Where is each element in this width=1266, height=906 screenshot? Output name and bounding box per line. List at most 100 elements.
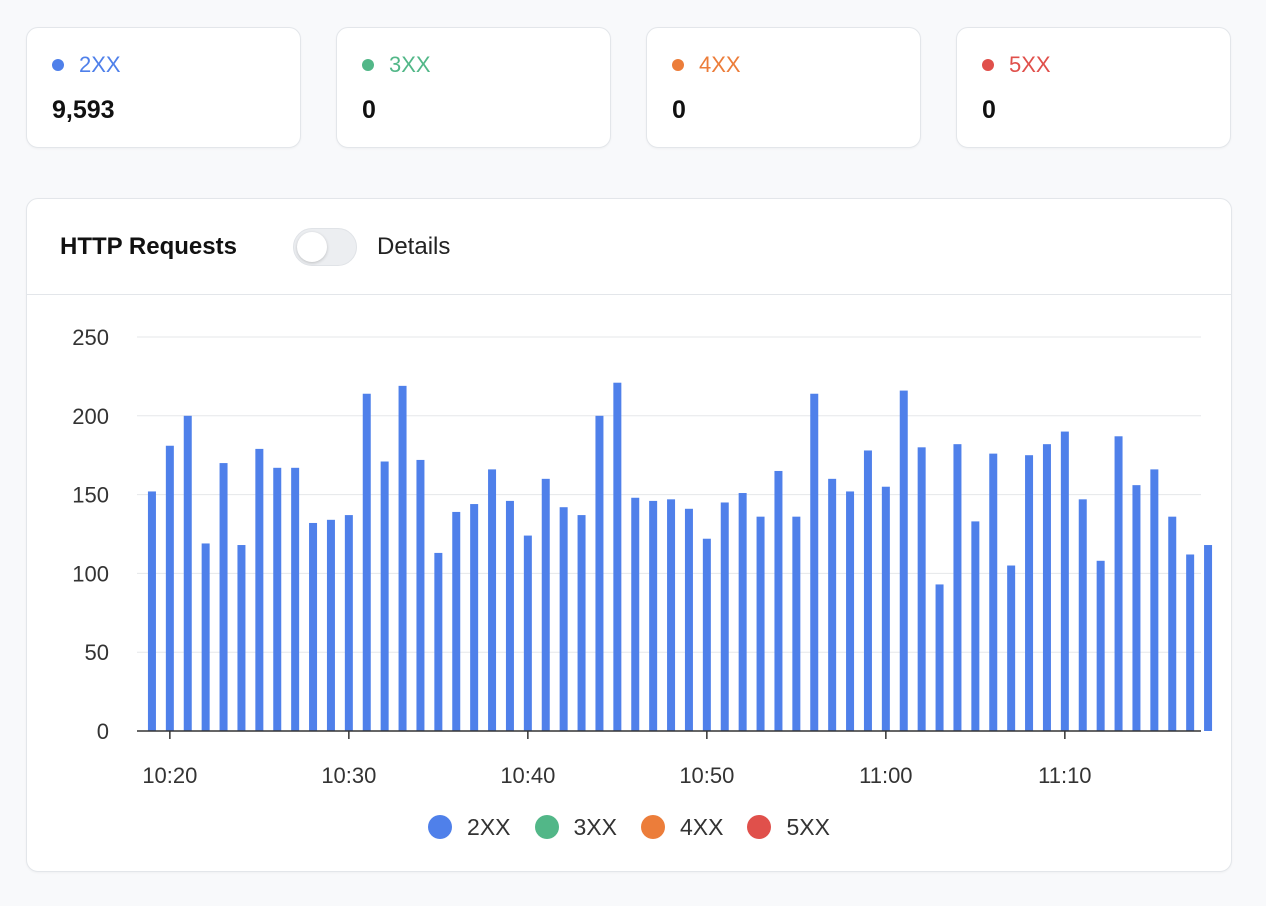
bar bbox=[1132, 485, 1141, 731]
bar bbox=[613, 382, 622, 731]
bar bbox=[649, 500, 658, 731]
bar bbox=[309, 522, 318, 731]
bar bbox=[470, 504, 479, 731]
bar bbox=[165, 445, 174, 731]
legend-2xx-dot-icon bbox=[428, 815, 453, 839]
bar bbox=[846, 491, 855, 731]
bar bbox=[1007, 565, 1016, 731]
stat-value: 0 bbox=[982, 96, 996, 124]
bar bbox=[183, 415, 192, 731]
status-3xx-dot-icon bbox=[362, 59, 374, 71]
bar bbox=[828, 478, 837, 731]
stat-label: 2XX bbox=[79, 52, 121, 77]
legend-item-2xx[interactable]: 2XX bbox=[428, 814, 511, 840]
legend-label: 5XX bbox=[786, 814, 830, 840]
bar bbox=[291, 467, 300, 731]
y-tick-label: 150 bbox=[72, 483, 109, 508]
bar bbox=[917, 447, 926, 731]
bar bbox=[1042, 444, 1051, 731]
bar bbox=[667, 499, 676, 731]
legend-item-3xx[interactable]: 3XX bbox=[534, 814, 617, 840]
x-tick-label: 10:30 bbox=[321, 763, 376, 788]
http-requests-panel: HTTP Requests Details 0 50 100 150 200 250 10:… bbox=[26, 198, 1232, 872]
stat-value: 0 bbox=[362, 96, 376, 124]
bar bbox=[380, 461, 389, 731]
bar bbox=[810, 393, 819, 731]
chart-bars bbox=[147, 382, 1213, 731]
bar bbox=[1186, 554, 1195, 731]
bar bbox=[792, 516, 801, 731]
legend-4xx-dot-icon bbox=[641, 815, 665, 839]
bar bbox=[255, 448, 264, 731]
bar bbox=[488, 469, 497, 731]
panel-title: HTTP Requests bbox=[60, 233, 237, 260]
bar bbox=[326, 519, 335, 731]
bar bbox=[452, 511, 461, 731]
bar bbox=[684, 508, 693, 731]
bar bbox=[631, 497, 640, 731]
stat-label: 4XX bbox=[699, 52, 741, 77]
bar bbox=[774, 470, 783, 731]
bar bbox=[201, 543, 210, 731]
details-toggle[interactable] bbox=[293, 228, 357, 266]
stat-value: 9,593 bbox=[52, 96, 115, 124]
bar bbox=[971, 521, 980, 731]
y-tick-label: 0 bbox=[97, 719, 109, 744]
legend-item-5xx[interactable]: 5XX bbox=[747, 814, 830, 840]
stat-label: 5XX bbox=[1009, 52, 1051, 77]
panel-header: HTTP Requests Details bbox=[27, 199, 1231, 295]
x-tick-label: 10:40 bbox=[500, 763, 555, 788]
status-4xx-dot-icon bbox=[672, 59, 684, 71]
bar bbox=[541, 478, 550, 731]
bar bbox=[881, 486, 890, 731]
bar bbox=[1078, 499, 1087, 731]
legend-label: 4XX bbox=[680, 814, 724, 840]
bar bbox=[935, 584, 944, 731]
legend-5xx-dot-icon bbox=[747, 815, 772, 839]
bar bbox=[720, 502, 729, 731]
bar bbox=[344, 515, 353, 731]
chart-axes: 0 50 100 150 200 250 10:20 10:30 10:40 10:50 11:00… bbox=[72, 325, 1201, 788]
bar bbox=[1114, 436, 1123, 731]
bar bbox=[1096, 560, 1105, 731]
bar bbox=[147, 491, 156, 731]
bar bbox=[219, 463, 228, 731]
x-tick-label: 10:50 bbox=[679, 763, 734, 788]
legend-label: 2XX bbox=[467, 814, 511, 840]
bar bbox=[416, 459, 425, 731]
bar bbox=[756, 516, 765, 731]
y-tick-label: 200 bbox=[72, 404, 109, 429]
bar bbox=[899, 390, 908, 731]
bar bbox=[523, 535, 532, 731]
http-requests-bar-chart: 0 50 100 150 200 250 10:20 10:30 10:40 10:50 11:00… bbox=[72, 325, 1213, 788]
status-5xx-dot-icon bbox=[982, 59, 994, 71]
bar bbox=[1025, 455, 1034, 731]
legend-label: 3XX bbox=[573, 814, 617, 840]
bar bbox=[1168, 516, 1177, 731]
bar bbox=[559, 507, 568, 731]
bar bbox=[1150, 469, 1159, 731]
bar bbox=[863, 450, 872, 731]
bar bbox=[273, 467, 282, 731]
details-toggle-label[interactable]: Details bbox=[377, 233, 451, 260]
stat-label: 3XX bbox=[389, 52, 431, 77]
stat-card-5xx: 5XX 0 bbox=[956, 27, 1231, 148]
toggle-knob bbox=[297, 232, 327, 262]
y-tick-label: 100 bbox=[72, 561, 109, 586]
stat-card-3xx: 3XX 0 bbox=[336, 27, 611, 148]
bar bbox=[1060, 431, 1069, 731]
bar bbox=[738, 493, 747, 731]
legend-item-4xx[interactable]: 4XX bbox=[641, 815, 723, 839]
bar bbox=[577, 515, 586, 731]
stat-card-2xx: 2XX 9,593 bbox=[26, 27, 301, 148]
bar bbox=[434, 552, 443, 731]
bar bbox=[595, 415, 604, 731]
bar bbox=[237, 545, 246, 731]
legend-3xx-dot-icon bbox=[534, 815, 559, 839]
bar bbox=[953, 444, 962, 731]
stat-card-4xx: 4XX 0 bbox=[646, 27, 921, 148]
status-2xx-dot-icon bbox=[52, 59, 64, 71]
bar bbox=[989, 453, 998, 731]
bar bbox=[1204, 545, 1213, 731]
x-tick-label: 10:20 bbox=[142, 763, 197, 788]
